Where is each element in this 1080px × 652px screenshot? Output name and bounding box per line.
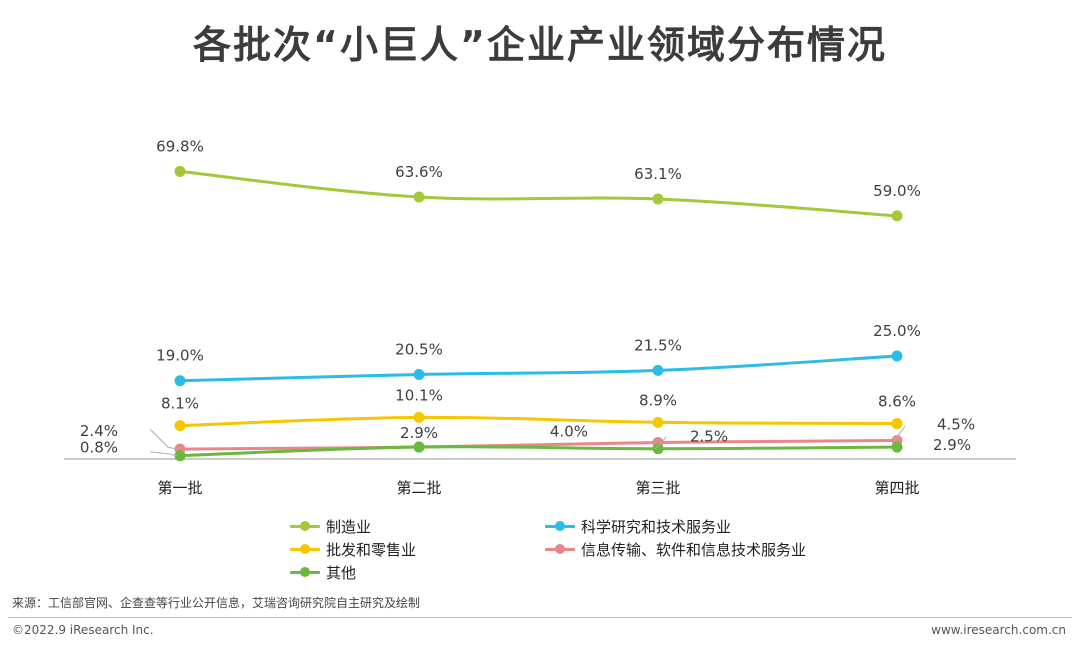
footer-divider (8, 617, 1072, 618)
legend-swatch (290, 566, 320, 578)
line-chart: 第一批 第二批 第三批 第四批 69.8% 63.6% 63.1% 59.0% 19.0% 20.… (64, 137, 1016, 497)
label-leader (654, 436, 667, 450)
website-text: www.iresearch.com.cn (931, 623, 1066, 637)
series-line (179, 438, 898, 451)
data-label: 19.0% (156, 347, 204, 365)
data-point (174, 450, 186, 462)
chart-title: 各批次“小巨人”企业产业领域分布情况 (193, 23, 887, 67)
data-label: 8.6% (878, 393, 916, 411)
copyright-text: ©2022.9 iResearch Inc. (12, 623, 154, 637)
data-point (891, 418, 903, 430)
legend-item: 信息传输、软件和信息技术服务业 (545, 538, 875, 560)
data-point (652, 193, 664, 205)
x-tick-label: 第四批 (874, 479, 919, 497)
legend-item: 制造业 (290, 515, 545, 537)
data-label: 2.9% (933, 436, 971, 454)
series-line (179, 415, 898, 428)
source-note: 来源：工信部官网、企查查等行业公开信息，艾瑞咨询研究院自主研究及绘制 (12, 596, 421, 610)
legend-swatch (545, 543, 575, 555)
data-point (891, 441, 903, 453)
x-tick-label: 第二批 (396, 479, 441, 497)
data-label: 2.5% (690, 428, 728, 446)
data-label: 21.5% (634, 336, 682, 354)
legend-label: 信息传输、软件和信息技术服务业 (581, 540, 807, 559)
legend-swatch (290, 520, 320, 532)
label-leader (893, 426, 906, 441)
data-label: 25.0% (873, 322, 921, 340)
label-leader (149, 428, 178, 450)
legend-label: 科学研究和技术服务业 (581, 517, 732, 536)
data-point (413, 369, 425, 381)
data-label: 8.1% (161, 395, 199, 413)
legend-item: 科学研究和技术服务业 (545, 515, 875, 537)
data-point (413, 411, 425, 423)
legend-swatch (290, 543, 320, 555)
chart-legend: 制造业 科学研究和技术服务业批发和零售业 信息传输、软件和信息技术服务业其他 (290, 515, 930, 583)
legend-item: 批发和零售业 (290, 538, 545, 560)
legend-label: 批发和零售业 (326, 540, 417, 559)
x-tick-label: 第三批 (635, 479, 680, 497)
data-label: 4.5% (937, 415, 975, 433)
data-label: 10.1% (395, 386, 443, 404)
legend-swatch (545, 520, 575, 532)
data-point (174, 420, 186, 432)
data-point (174, 165, 186, 177)
data-label: 0.8% (80, 439, 118, 457)
data-point (652, 416, 664, 428)
data-point (413, 191, 425, 203)
data-point (174, 375, 186, 387)
data-label: 59.0% (873, 182, 921, 200)
data-label: 63.6% (395, 163, 443, 181)
data-point (891, 350, 903, 362)
legend-label: 其他 (326, 563, 357, 582)
data-point (413, 441, 425, 453)
data-point (652, 364, 664, 376)
data-point (891, 210, 903, 222)
data-label: 63.1% (634, 165, 682, 183)
data-label: 2.4% (80, 422, 118, 440)
data-point (652, 443, 664, 455)
data-label: 2.9% (400, 424, 438, 442)
series-line (179, 354, 898, 383)
data-label: 4.0% (550, 423, 588, 441)
data-label: 20.5% (395, 341, 443, 359)
x-tick-label: 第一批 (157, 479, 202, 497)
series-line (179, 445, 898, 458)
series-line (179, 169, 898, 218)
legend-item: 其他 (290, 561, 545, 583)
data-label: 8.9% (639, 391, 677, 409)
data-label: 69.8% (156, 137, 204, 155)
legend-label: 制造业 (326, 517, 372, 536)
label-leader (149, 451, 178, 457)
